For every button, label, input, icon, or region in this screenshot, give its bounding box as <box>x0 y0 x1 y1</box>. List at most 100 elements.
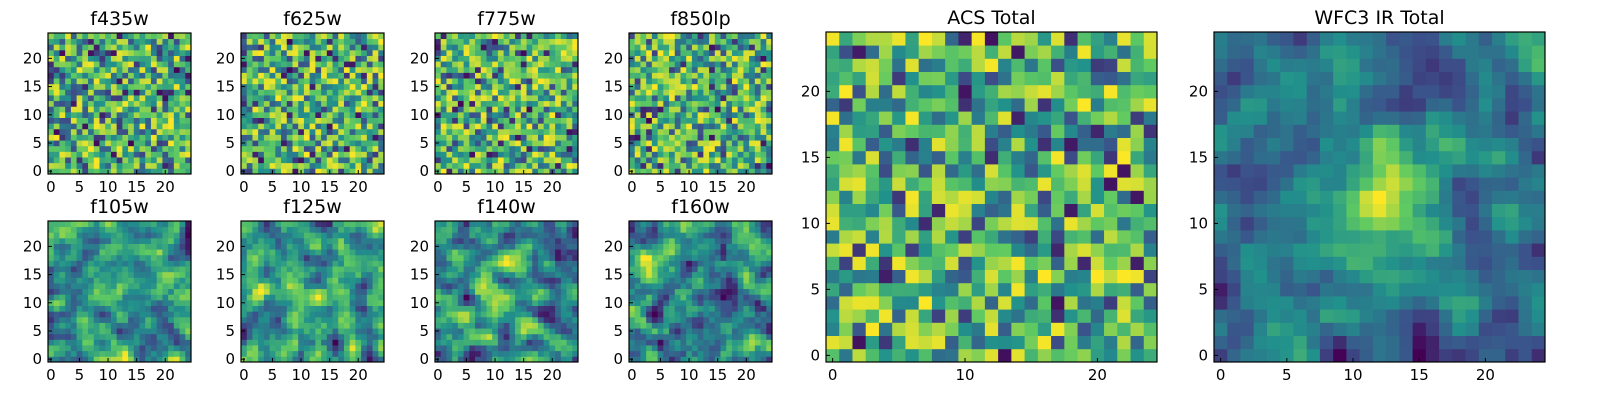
heatmap-cell <box>303 249 311 256</box>
heatmap-cell <box>629 350 636 357</box>
heatmap-cell <box>520 316 527 323</box>
heatmap-cell <box>486 232 493 239</box>
heatmap-cell <box>116 345 123 352</box>
heatmap-cell <box>634 288 641 295</box>
heatmap-cell <box>555 55 562 62</box>
heatmap-cell <box>378 333 385 340</box>
heatmap-cell <box>737 140 744 147</box>
heatmap-cell <box>703 49 710 56</box>
heatmap-cell <box>361 226 368 233</box>
heatmap-cell <box>179 260 186 267</box>
heatmap-cell <box>663 266 670 273</box>
heatmap-cell <box>70 249 77 256</box>
heatmap-cell <box>168 66 175 73</box>
heatmap-cell <box>343 95 351 102</box>
heatmap-cell <box>480 89 487 96</box>
heatmap-cell <box>179 55 186 62</box>
heatmap-cell <box>281 345 288 352</box>
heatmap-cell <box>469 345 476 352</box>
heatmap-cell <box>766 157 773 164</box>
heatmap-cell <box>303 38 311 45</box>
heatmap-cell <box>566 254 573 261</box>
heatmap-cell <box>372 322 379 329</box>
heatmap-cell <box>657 288 664 295</box>
heatmap-cell <box>122 350 129 357</box>
heatmap-cell <box>173 305 180 312</box>
heatmap-cell <box>343 38 351 45</box>
heatmap-cell <box>263 134 270 141</box>
heatmap-cell <box>145 254 152 261</box>
heatmap-cell <box>303 243 311 250</box>
heatmap-cell <box>703 145 710 152</box>
heatmap-cell <box>99 221 106 228</box>
heatmap-cell <box>754 168 761 175</box>
heatmap-cell <box>378 254 385 261</box>
heatmap-cell <box>53 78 60 85</box>
heatmap-cell <box>70 157 77 164</box>
heatmap-cell <box>726 316 733 323</box>
heatmap-cell <box>168 106 175 113</box>
heatmap-cell <box>372 271 379 278</box>
heatmap-cell <box>446 78 453 85</box>
heatmap-cell <box>555 328 562 335</box>
heatmap-cell <box>298 316 305 323</box>
heatmap-cell <box>549 322 556 329</box>
heatmap-cell <box>663 339 670 346</box>
heatmap-cell <box>634 328 641 335</box>
heatmap-cell <box>526 111 533 118</box>
heatmap-cell <box>59 299 66 306</box>
heatmap-cell <box>537 328 545 335</box>
heatmap-cell <box>326 151 333 158</box>
heatmap-cell <box>156 66 163 73</box>
heatmap-cell <box>281 237 288 244</box>
heatmap-cell <box>133 333 140 340</box>
heatmap-cell <box>486 162 493 169</box>
heatmap-cell <box>128 299 135 306</box>
heatmap-cell <box>321 316 328 323</box>
heatmap-cell <box>515 168 522 175</box>
heatmap-cell <box>338 288 345 295</box>
heatmap-cell <box>252 345 259 352</box>
heatmap-cell <box>70 232 77 239</box>
heatmap-cell <box>99 311 106 318</box>
y-tick-label: 15 <box>410 78 429 96</box>
heatmap-cell <box>59 72 66 79</box>
heatmap-cell <box>128 83 135 90</box>
heatmap-cell <box>463 83 470 90</box>
heatmap-cell <box>263 328 270 335</box>
heatmap-cell <box>122 157 129 164</box>
heatmap-cell <box>651 44 658 51</box>
heatmap-cell <box>492 345 499 352</box>
heatmap-cell <box>743 95 750 102</box>
heatmap-cell <box>173 55 180 62</box>
heatmap-cell <box>241 117 248 124</box>
heatmap-cell <box>497 100 505 107</box>
heatmap-cell <box>150 162 158 169</box>
heatmap-cell <box>663 44 670 51</box>
heatmap-cell <box>651 345 658 352</box>
heatmap-cell <box>128 249 135 256</box>
x-tick-label: 20 <box>349 178 368 196</box>
heatmap-cell <box>760 83 767 90</box>
heatmap-cell <box>435 49 442 56</box>
heatmap-cell <box>309 243 316 250</box>
heatmap-cell <box>179 350 186 357</box>
heatmap-cell <box>657 89 664 96</box>
heatmap-cell <box>646 100 653 107</box>
heatmap-cell <box>720 305 727 312</box>
heatmap-cell <box>133 151 140 158</box>
heatmap-cell <box>634 145 641 152</box>
heatmap-cell <box>515 134 522 141</box>
heatmap-cell <box>532 249 539 256</box>
heatmap-cell <box>133 106 140 113</box>
heatmap-cell <box>549 117 556 124</box>
heatmap-cell <box>760 106 767 113</box>
heatmap-cell <box>726 294 733 301</box>
heatmap-cell <box>122 249 129 256</box>
heatmap-cell <box>532 168 539 175</box>
heatmap-cell <box>520 294 527 301</box>
heatmap-cell <box>543 254 550 261</box>
heatmap-cell <box>646 83 653 90</box>
heatmap-cell <box>263 311 270 318</box>
